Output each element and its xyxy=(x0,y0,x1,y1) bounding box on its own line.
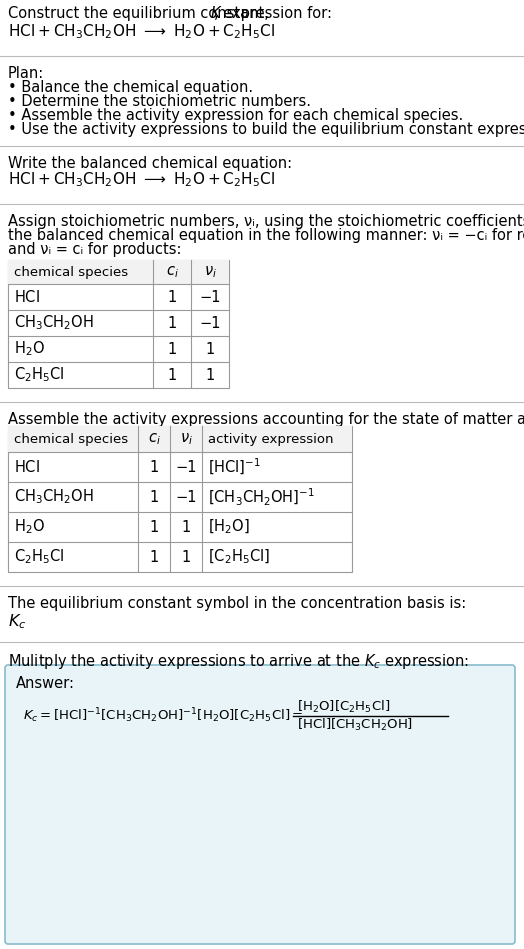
Text: −1: −1 xyxy=(175,459,196,474)
Text: Assemble the activity expressions accounting for the state of matter and νᵢ:: Assemble the activity expressions accoun… xyxy=(8,412,524,427)
Text: $\mathregular{HCl + CH_3CH_2OH \ \longrightarrow \ H_2O + C_2H_5Cl}$: $\mathregular{HCl + CH_3CH_2OH \ \longri… xyxy=(8,22,275,41)
Text: Assign stoichiometric numbers, νᵢ, using the stoichiometric coefficients, cᵢ, fr: Assign stoichiometric numbers, νᵢ, using… xyxy=(8,214,524,229)
Bar xyxy=(8,426,352,452)
Text: 1: 1 xyxy=(167,289,177,305)
Text: chemical species: chemical species xyxy=(14,433,128,445)
Text: • Assemble the activity expression for each chemical species.: • Assemble the activity expression for e… xyxy=(8,108,463,123)
Text: $c_i$: $c_i$ xyxy=(148,431,160,447)
Text: Write the balanced chemical equation:: Write the balanced chemical equation: xyxy=(8,156,292,171)
Text: $[\mathregular{HCl}]^{-1}$: $[\mathregular{HCl}]^{-1}$ xyxy=(208,457,261,477)
Text: and νᵢ = cᵢ for products:: and νᵢ = cᵢ for products: xyxy=(8,242,181,257)
Text: −1: −1 xyxy=(199,289,221,305)
Text: the balanced chemical equation in the following manner: νᵢ = −cᵢ for reactants: the balanced chemical equation in the fo… xyxy=(8,228,524,243)
Text: $\nu_i$: $\nu_i$ xyxy=(203,264,216,280)
Text: 1: 1 xyxy=(149,490,159,505)
Text: 1: 1 xyxy=(181,519,191,534)
Text: • Balance the chemical equation.: • Balance the chemical equation. xyxy=(8,80,253,95)
Text: $\mathregular{C_2H_5Cl}$: $\mathregular{C_2H_5Cl}$ xyxy=(14,548,64,567)
Text: 1: 1 xyxy=(181,549,191,565)
Text: 1: 1 xyxy=(205,367,215,382)
Text: Mulitply the activity expressions to arrive at the $K_c$ expression:: Mulitply the activity expressions to arr… xyxy=(8,652,469,671)
Text: 1: 1 xyxy=(167,342,177,357)
Text: 1: 1 xyxy=(149,549,159,565)
Bar xyxy=(8,260,229,388)
Text: Plan:: Plan: xyxy=(8,66,44,81)
Text: • Use the activity expressions to build the equilibrium constant expression.: • Use the activity expressions to build … xyxy=(8,122,524,137)
Text: • Determine the stoichiometric numbers.: • Determine the stoichiometric numbers. xyxy=(8,94,311,109)
Text: The equilibrium constant symbol in the concentration basis is:: The equilibrium constant symbol in the c… xyxy=(8,596,466,611)
Text: , expression for:: , expression for: xyxy=(214,6,332,21)
Text: chemical species: chemical species xyxy=(14,266,128,278)
Text: 1: 1 xyxy=(205,342,215,357)
Text: Answer:: Answer: xyxy=(16,676,75,691)
FancyBboxPatch shape xyxy=(5,665,515,944)
Text: $[\mathregular{H_2O}][\mathregular{C_2H_5Cl}]$: $[\mathregular{H_2O}][\mathregular{C_2H_… xyxy=(297,698,390,715)
Text: $\mathregular{C_2H_5Cl}$: $\mathregular{C_2H_5Cl}$ xyxy=(14,365,64,384)
Text: $c_i$: $c_i$ xyxy=(166,264,178,280)
Text: $[\mathregular{CH_3CH_2OH}]^{-1}$: $[\mathregular{CH_3CH_2OH}]^{-1}$ xyxy=(208,487,315,508)
Text: $K_c$: $K_c$ xyxy=(8,612,26,631)
Text: $\mathregular{HCl + CH_3CH_2OH \ \longrightarrow \ H_2O + C_2H_5Cl}$: $\mathregular{HCl + CH_3CH_2OH \ \longri… xyxy=(8,170,275,189)
Text: 1: 1 xyxy=(149,519,159,534)
Text: $\mathregular{H_2O}$: $\mathregular{H_2O}$ xyxy=(14,340,45,359)
Text: $\mathregular{HCl}$: $\mathregular{HCl}$ xyxy=(14,289,40,305)
Text: Construct the equilibrium constant,: Construct the equilibrium constant, xyxy=(8,6,274,21)
Text: $[\mathregular{C_2H_5Cl}]$: $[\mathregular{C_2H_5Cl}]$ xyxy=(208,548,270,567)
Text: activity expression: activity expression xyxy=(208,433,333,445)
Text: $K_c = [\mathregular{HCl}]^{-1}[\mathregular{CH_3CH_2OH}]^{-1}[\mathregular{H_2O: $K_c = [\mathregular{HCl}]^{-1}[\mathreg… xyxy=(23,707,303,725)
Text: $\mathregular{CH_3CH_2OH}$: $\mathregular{CH_3CH_2OH}$ xyxy=(14,488,94,507)
Text: $\mathregular{CH_3CH_2OH}$: $\mathregular{CH_3CH_2OH}$ xyxy=(14,314,94,332)
Text: −1: −1 xyxy=(199,315,221,330)
Text: 1: 1 xyxy=(149,459,159,474)
Text: K: K xyxy=(210,6,220,21)
Text: $[\mathregular{HCl}][\mathregular{CH_3CH_2OH}]$: $[\mathregular{HCl}][\mathregular{CH_3CH… xyxy=(297,717,413,733)
Text: −1: −1 xyxy=(175,490,196,505)
Bar xyxy=(8,426,352,572)
Bar xyxy=(8,260,229,284)
Text: 1: 1 xyxy=(167,315,177,330)
Text: $\mathregular{HCl}$: $\mathregular{HCl}$ xyxy=(14,459,40,475)
Text: $\mathregular{H_2O}$: $\mathregular{H_2O}$ xyxy=(14,517,45,536)
Text: $\nu_i$: $\nu_i$ xyxy=(180,431,192,447)
Text: 1: 1 xyxy=(167,367,177,382)
Text: $[\mathregular{H_2O}]$: $[\mathregular{H_2O}]$ xyxy=(208,518,250,536)
